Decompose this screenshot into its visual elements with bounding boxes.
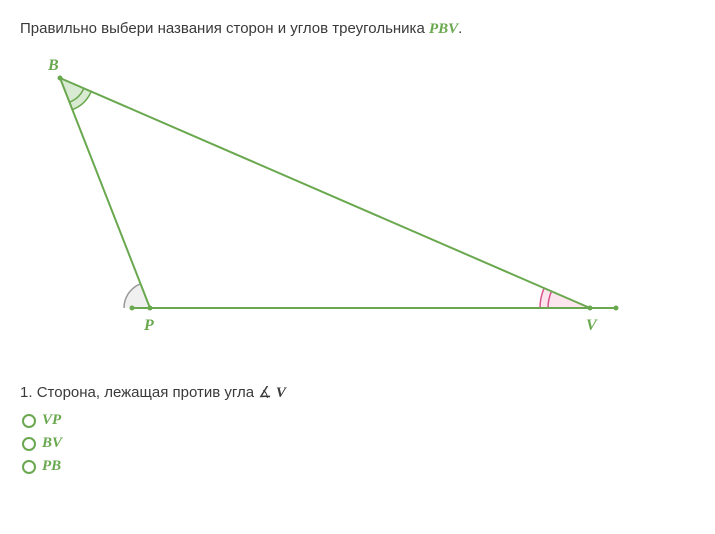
question-number: 1. — [20, 384, 33, 401]
option-label: VP — [42, 412, 61, 429]
option-pb[interactable]: PB — [22, 458, 695, 475]
option-vp[interactable]: VP — [22, 412, 695, 429]
radio-icon — [22, 414, 36, 428]
svg-text:V: V — [586, 317, 598, 334]
question-body: Сторона, лежащая против угла — [37, 384, 254, 401]
option-label: BV — [42, 435, 62, 452]
angle-icon: ∡ — [258, 384, 271, 401]
triangle-name: PBV — [429, 21, 458, 37]
instruction-after: . — [458, 20, 462, 37]
svg-text:B: B — [47, 57, 59, 74]
instruction-text: Правильно выбери названия сторон и углов… — [20, 20, 695, 38]
option-label: PB — [42, 458, 61, 475]
options-group: VP BV PB — [20, 412, 695, 475]
question-text: 1. Сторона, лежащая против угла ∡ V — [20, 383, 695, 402]
instruction-before: Правильно выбери названия сторон и углов… — [20, 20, 429, 37]
option-bv[interactable]: BV — [22, 435, 695, 452]
svg-text:P: P — [143, 317, 154, 334]
radio-icon — [22, 437, 36, 451]
triangle-svg: B P V — [20, 48, 620, 348]
triangle-figure: B P V — [20, 48, 695, 353]
angle-vertex: V — [276, 385, 286, 401]
radio-icon — [22, 460, 36, 474]
